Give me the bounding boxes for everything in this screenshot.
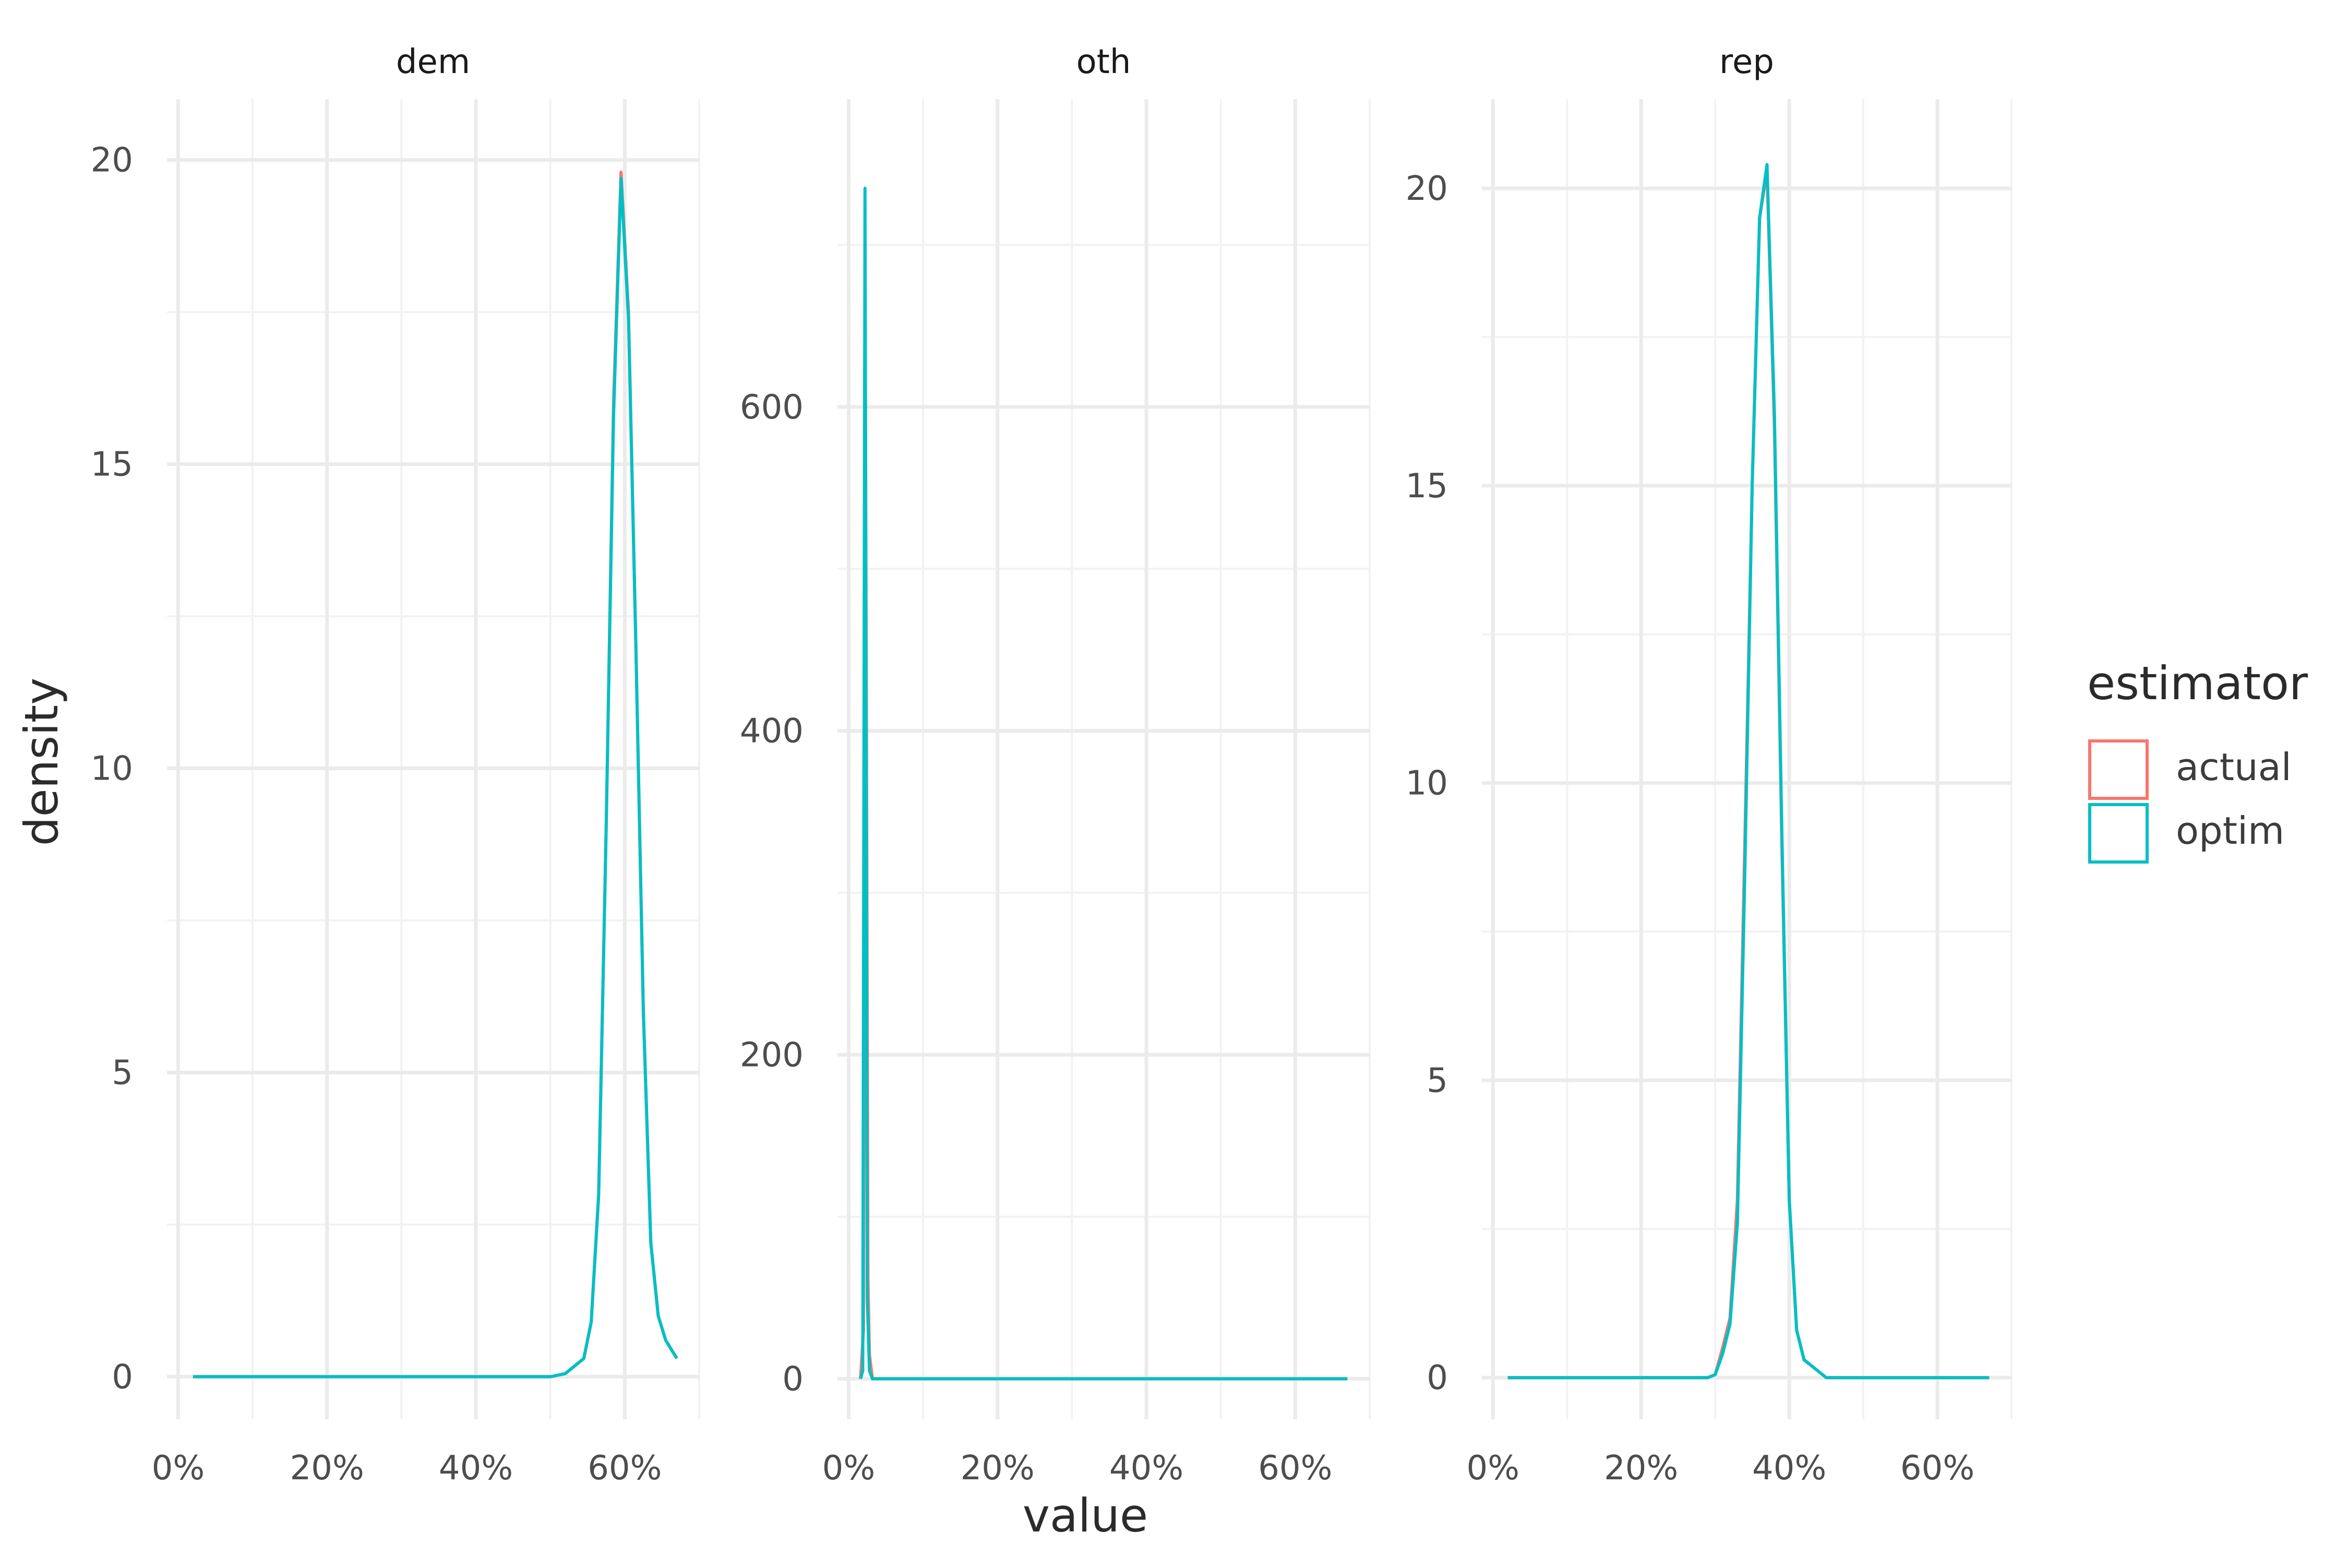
panel-oth: oth 0% 20% 40% 60% 0 200 400 600 [740, 43, 1371, 1488]
y-tick-label: 20 [1406, 170, 1448, 208]
y-tick-label: 15 [91, 446, 133, 484]
density-curve-optim-dem [193, 176, 678, 1379]
y-tick-label: 0 [782, 1360, 804, 1398]
density-curve-actual-rep [1507, 169, 1990, 1380]
x-tick-label: 40% [1109, 1449, 1183, 1488]
x-axis-title: value [1023, 1489, 1148, 1542]
x-tick-label: 40% [439, 1449, 513, 1488]
y-tick-label: 15 [1406, 467, 1448, 506]
panel-dem: dem 0% 20% 40% 60% 0 5 10 15 20 [91, 43, 700, 1488]
density-curve-actual-oth [859, 243, 1348, 1381]
density-curve-actual-dem [193, 170, 678, 1379]
legend: estimator actual optim [2087, 656, 2308, 864]
y-tick-label: 20 [91, 141, 133, 180]
legend-item-actual: actual [2088, 739, 2292, 800]
x-tick-label: 0% [822, 1449, 876, 1488]
density-curve-optim-oth [859, 186, 1348, 1381]
y-tick-label: 10 [1406, 764, 1448, 803]
x-tick-label: 40% [1752, 1449, 1826, 1488]
x-tick-label: 60% [588, 1449, 662, 1488]
x-tick-label: 60% [1900, 1449, 1974, 1488]
panel-title-rep: rep [1719, 43, 1774, 81]
panel-title-dem: dem [396, 43, 470, 81]
x-tick-label: 60% [1258, 1449, 1332, 1488]
legend-title: estimator [2087, 656, 2308, 710]
y-tick-label: 400 [740, 712, 804, 751]
y-tick-label: 0 [112, 1358, 133, 1396]
legend-label-actual: actual [2176, 745, 2292, 789]
x-tick-label: 0% [1467, 1449, 1520, 1488]
y-tick-label: 10 [91, 749, 133, 788]
legend-key-actual [2088, 739, 2149, 800]
y-tick-label: 200 [740, 1036, 804, 1075]
x-tick-label: 0% [152, 1449, 205, 1488]
panel-rep: rep 0% 20% 40% 60% 0 5 10 15 20 [1406, 43, 2012, 1488]
panel-title-oth: oth [1076, 43, 1131, 81]
legend-key-optim [2088, 803, 2149, 864]
x-tick-label: 20% [1604, 1449, 1678, 1488]
density-curve-optim-rep [1507, 163, 1990, 1380]
x-tick-label: 20% [961, 1449, 1035, 1488]
legend-label-optim: optim [2176, 809, 2284, 853]
y-axis-title: density [15, 678, 68, 846]
x-tick-label: 20% [290, 1449, 364, 1488]
legend-item-optim: optim [2088, 803, 2284, 864]
y-tick-label: 5 [1427, 1061, 1448, 1100]
y-tick-label: 600 [740, 388, 804, 427]
y-tick-label: 5 [112, 1054, 133, 1092]
y-tick-label: 0 [1427, 1359, 1448, 1397]
